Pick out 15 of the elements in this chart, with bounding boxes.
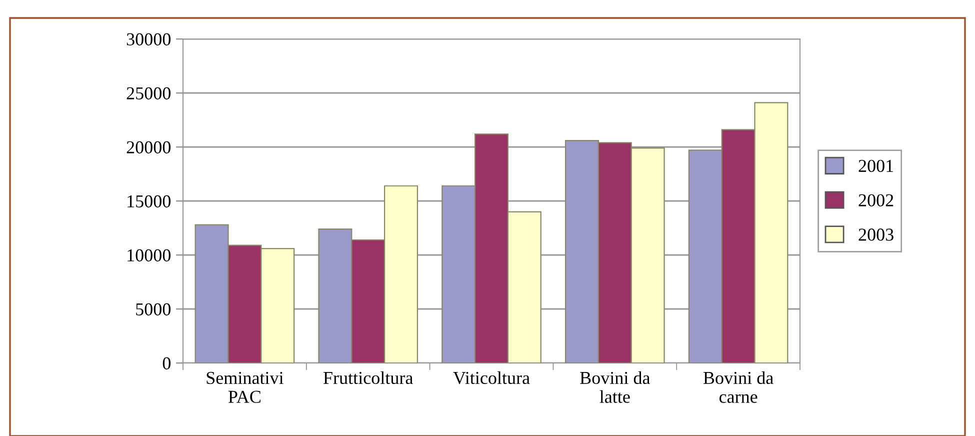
x-tick-label: Seminativi PAC [206, 372, 284, 403]
x-tick-label: Bovini da carne [703, 371, 774, 403]
y-tick-label: 30000 [126, 33, 171, 46]
y-tick-label: 0 [162, 357, 171, 370]
legend-label: 2003 [858, 228, 894, 241]
x-tick-label: Frutticoltura [323, 371, 413, 384]
x-tick-label: Viticoltura [453, 371, 530, 384]
x-tick-label: Bovini da latte [580, 371, 650, 403]
y-tick-label: 15000 [128, 195, 171, 208]
y-tick-label: 25000 [126, 87, 171, 100]
y-tick-label: 5000 [136, 303, 171, 316]
legend-label: 2002 [858, 194, 894, 206]
y-tick-label: 20000 [126, 141, 171, 154]
y-tick-label: 10000 [128, 249, 171, 262]
legend-label: 2001 [858, 160, 894, 172]
